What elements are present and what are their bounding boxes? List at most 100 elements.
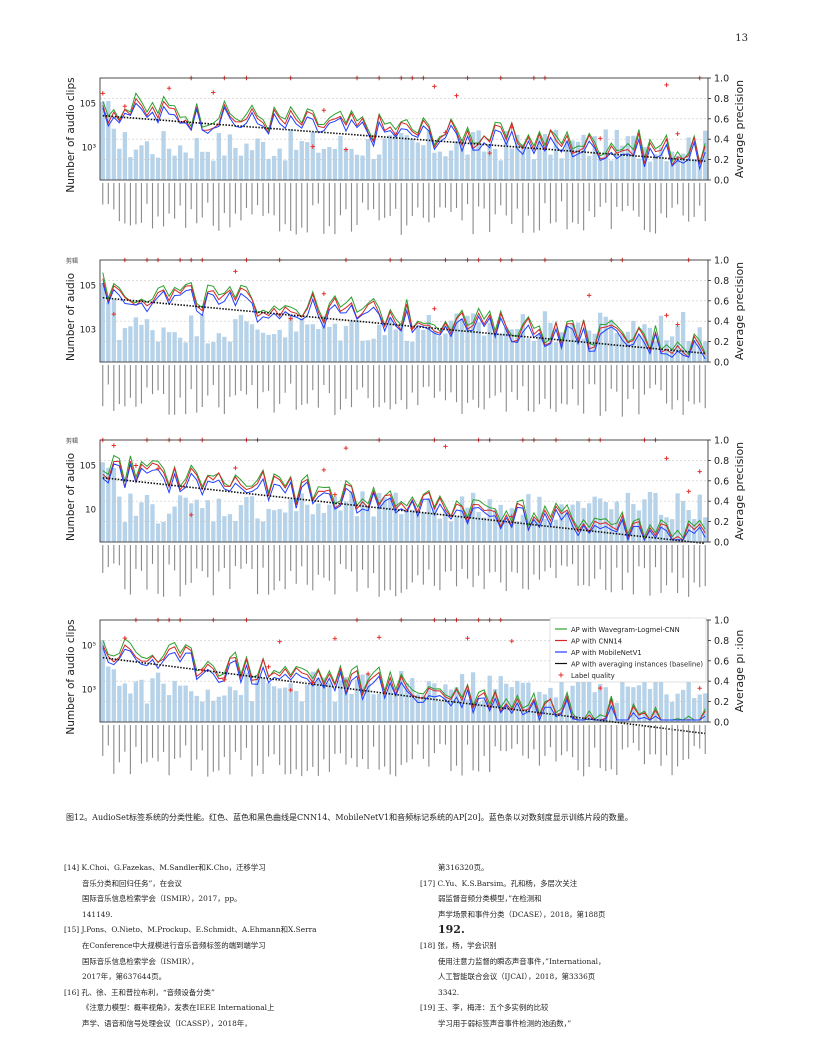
bar (647, 327, 653, 362)
bar (189, 503, 194, 542)
label-quality-marker (332, 636, 338, 641)
bar (437, 151, 443, 180)
bar (542, 134, 548, 180)
bar (277, 329, 282, 362)
bar (288, 499, 293, 542)
reference-line: [19] 王、李，梅泽：五个多实例的比较 (420, 1003, 549, 1013)
bar (459, 318, 465, 362)
right-axis-label: Average precision (733, 262, 746, 360)
bar (283, 512, 288, 542)
bar (404, 682, 409, 722)
bar (365, 673, 371, 722)
bar (222, 695, 227, 722)
bar (504, 130, 509, 180)
bar (288, 315, 293, 362)
reference-line: 192. (438, 923, 465, 937)
bar (144, 495, 150, 542)
bar (653, 340, 658, 362)
right-axis-tick-label: 0.2 (714, 697, 729, 708)
chart-svg: 1.0 0.8 0.6 0.4 0.2 0.0 Average pı :ion 10⁵ 10³ N… (65, 616, 746, 777)
bar (531, 159, 537, 180)
bar (603, 129, 608, 180)
bar (227, 686, 233, 722)
bar (150, 330, 155, 362)
bar (354, 516, 360, 542)
label-quality-marker (111, 443, 117, 448)
bar (553, 129, 559, 180)
label-quality-marker (122, 104, 128, 109)
bar (349, 148, 354, 180)
bar (338, 510, 343, 542)
bar (553, 342, 559, 362)
bar (238, 314, 244, 362)
bar (321, 677, 327, 722)
bar (294, 331, 299, 362)
bar (559, 676, 564, 722)
chart-svg: 1.0 0.8 0.6 0.4 0.2 0.0 Average precision 105 10… (65, 256, 746, 417)
bar (349, 491, 354, 542)
bar (321, 315, 327, 362)
bar (172, 332, 177, 362)
label-quality-marker (321, 108, 327, 113)
references-left: [14] K.Choi、G.Fazekas、M.Sandler和K.Cho，迁移… (64, 860, 317, 1032)
bar (133, 149, 139, 180)
bar (620, 145, 625, 180)
legend-label: Label quality (571, 672, 615, 680)
bar (150, 504, 155, 542)
right-axis-label: Average pı :ion (733, 630, 746, 713)
bar (592, 136, 597, 180)
bar (327, 682, 332, 722)
reference-line: [15] J.Pons、O.Nieto、M.Prockup、E.Schmidt、… (64, 925, 317, 935)
reference-line: 声学场景和事件分类（DCASE），2018，第188页 (438, 909, 606, 919)
right-axis-tick-label: 0.4 (714, 497, 729, 508)
bar (592, 333, 597, 362)
bar (443, 684, 448, 722)
bar (675, 693, 680, 722)
bar (692, 158, 697, 180)
bar (498, 504, 503, 542)
bar (128, 693, 133, 722)
bar (421, 512, 426, 542)
chart-panel-4: 1.0 0.8 0.6 0.4 0.2 0.0 Average pı :ion 10⁵ 10³ N… (60, 610, 760, 800)
bar (426, 498, 432, 542)
bar (371, 516, 376, 542)
bar (426, 314, 432, 362)
bar (454, 516, 459, 542)
bar (249, 324, 255, 362)
bar (614, 702, 619, 722)
label-quality-marker (266, 664, 271, 670)
bar (332, 148, 338, 180)
bar (564, 140, 570, 180)
bar (316, 152, 321, 180)
bar (703, 517, 708, 542)
bar (189, 315, 194, 362)
bar (481, 151, 487, 180)
label-quality-marker (122, 635, 128, 641)
bar (216, 133, 221, 180)
bar (393, 492, 398, 542)
bar (658, 147, 664, 180)
bar (703, 693, 708, 722)
bar (222, 336, 227, 362)
bar (266, 158, 271, 180)
left-axis-tick-label: 10³ (82, 143, 96, 153)
bar (266, 682, 271, 722)
right-axis-tick-label: 0.2 (714, 337, 729, 348)
bar (404, 340, 409, 362)
label-quality-marker (343, 678, 349, 684)
bar (636, 685, 642, 722)
bar (526, 494, 531, 542)
bar (260, 677, 266, 722)
left-axis-tick-label: 10 (85, 505, 96, 515)
bar (376, 492, 382, 542)
bar (327, 504, 332, 542)
bar (305, 142, 310, 180)
side-mark: 剪辑 (66, 438, 79, 445)
bar (211, 342, 216, 362)
bar (481, 517, 487, 542)
bar (288, 129, 293, 180)
bar (476, 701, 481, 722)
bar (625, 136, 631, 180)
right-axis-tick-label: 0.4 (714, 677, 729, 688)
plot-frame (99, 259, 709, 363)
